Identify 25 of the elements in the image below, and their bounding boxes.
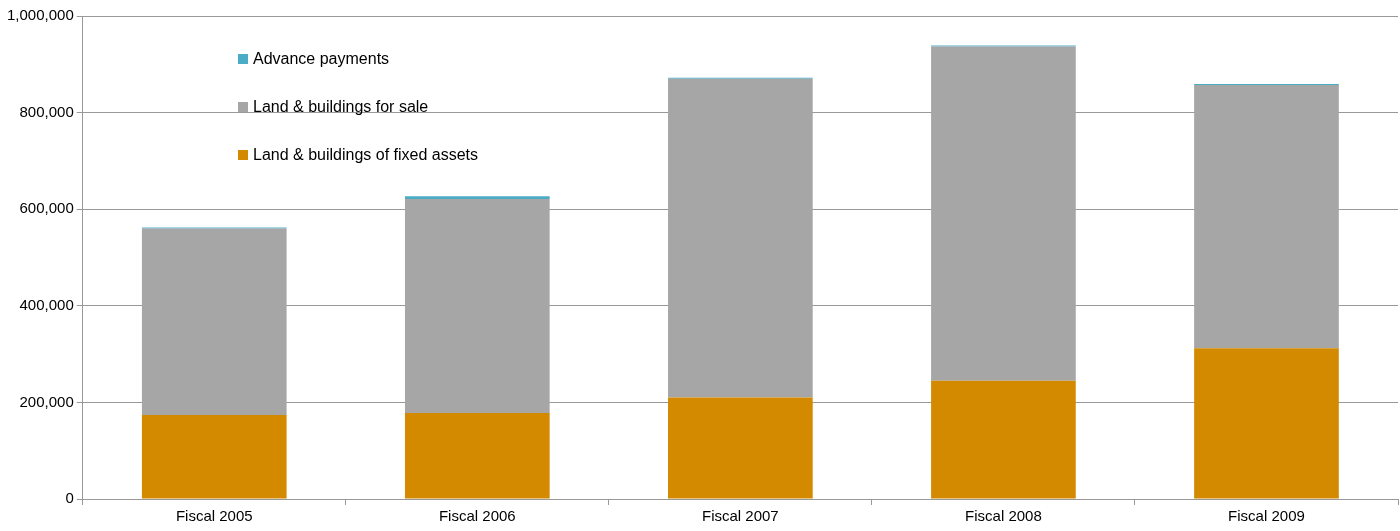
y-tick-label: 200,000 [19, 392, 74, 410]
x-tick-label: Fiscal 2006 [438, 507, 516, 525]
y-tick-label: 0 [65, 489, 74, 507]
legend-label: Land & buildings for sale [253, 98, 429, 116]
y-tick-label: 400,000 [19, 295, 74, 313]
bar [141, 414, 287, 499]
bar [931, 46, 1076, 381]
bar [404, 199, 550, 414]
bar [931, 380, 1076, 499]
x-tick-label: Fiscal 2008 [965, 507, 1042, 525]
bar [141, 228, 287, 415]
y-tick-label: 1,000,000 [7, 6, 74, 24]
y-tick-label: 800,000 [19, 102, 74, 120]
x-tick-label: Fiscal 2005 [175, 507, 253, 525]
x-tick-label: Fiscal 2009 [1228, 507, 1305, 525]
bar [668, 78, 813, 398]
bar [668, 397, 813, 499]
x-tick-label: Fiscal 2007 [702, 507, 779, 525]
bar [404, 196, 550, 200]
legend-label: Land & buildings of fixed assets [253, 146, 479, 164]
bar [1194, 85, 1339, 349]
legend-label: Advance payments [253, 50, 390, 68]
bar [404, 413, 550, 499]
bar [1194, 348, 1339, 499]
y-tick-label: 600,000 [19, 199, 74, 217]
